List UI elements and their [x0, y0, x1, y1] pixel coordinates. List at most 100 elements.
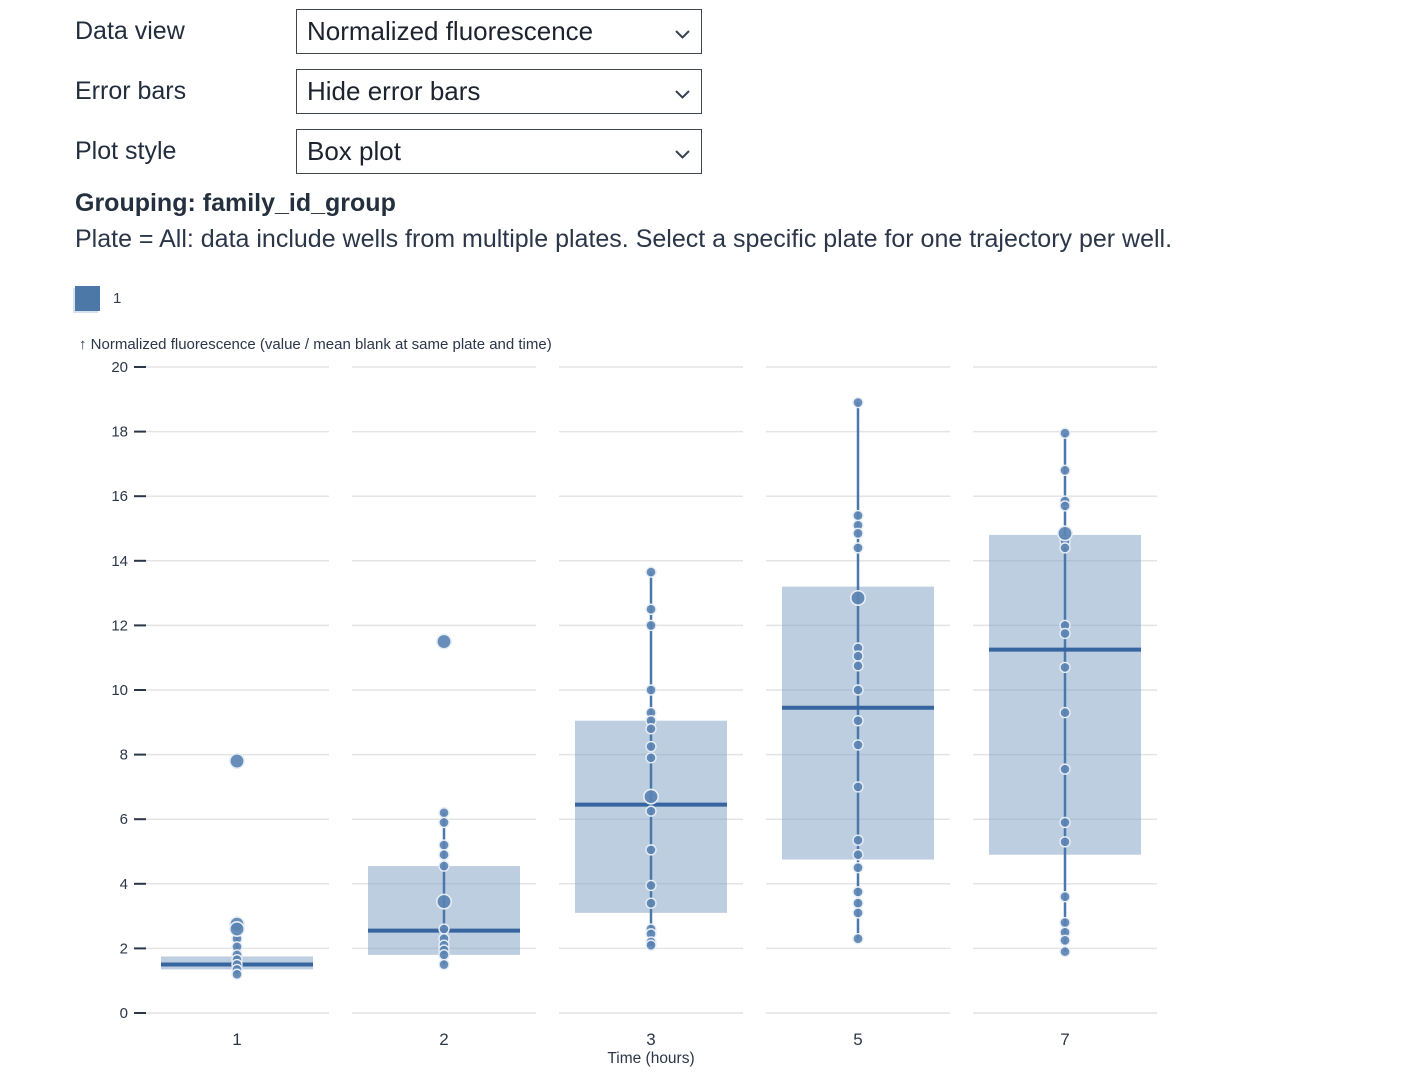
x-tick-label: 3 [646, 1030, 655, 1049]
data-point [645, 740, 657, 753]
chevron-down-icon [674, 27, 691, 45]
data-point [852, 509, 864, 522]
error-bars-label: Error bars [75, 77, 187, 105]
y-tick-label: 10 [111, 682, 128, 699]
data-point [852, 834, 864, 846]
y-axis-title: ↑ Normalized fluorescence (value / mean … [79, 336, 552, 353]
data-point-large [849, 589, 866, 606]
data-point [1059, 836, 1071, 848]
control-row-error-bars: Error bars Hide error bars [75, 69, 1408, 114]
y-tick-label: 0 [120, 1005, 128, 1022]
y-tick-label: 14 [111, 553, 128, 570]
plate-note: Plate = All: data include wells from mul… [75, 225, 1173, 253]
data-point-large [435, 633, 452, 650]
data-point [852, 714, 864, 727]
data-view-select[interactable]: Normalized fluorescence [296, 9, 702, 54]
data-point-large [435, 893, 452, 910]
data-point [1059, 891, 1071, 903]
x-tick-label: 1 [232, 1030, 241, 1049]
data-point-large [229, 921, 246, 938]
chevron-down-icon [674, 147, 691, 165]
data-point [1059, 916, 1071, 929]
x-tick-label: 7 [1060, 1030, 1069, 1049]
data-point [1059, 427, 1071, 439]
data-view-label: Data view [75, 17, 185, 45]
data-point [645, 879, 657, 892]
data-point [645, 897, 657, 909]
data-point [852, 907, 864, 919]
data-point [438, 849, 450, 861]
data-point [438, 816, 450, 829]
data-point [645, 619, 657, 632]
data-point [645, 566, 657, 578]
y-tick-label: 4 [120, 876, 128, 893]
data-point [645, 723, 657, 735]
y-tick-label: 2 [120, 940, 128, 957]
data-point [438, 807, 450, 819]
data-point [852, 886, 864, 898]
data-point [438, 839, 450, 851]
data-point [645, 939, 657, 951]
data-point [852, 849, 864, 861]
data-point [852, 781, 864, 793]
data-point [645, 844, 657, 856]
data-point [852, 650, 864, 662]
data-point [645, 684, 657, 696]
data-point-large [642, 788, 659, 805]
error-bars-selected-value: Hide error bars [307, 76, 481, 106]
data-point [1059, 816, 1071, 829]
data-point [438, 949, 450, 961]
data-point [438, 958, 450, 971]
y-tick-label: 20 [111, 359, 128, 376]
x-tick-label: 5 [853, 1030, 862, 1049]
legend-swatch [75, 285, 100, 311]
data-point [1059, 661, 1071, 674]
y-tick-label: 12 [111, 617, 128, 634]
data-point [852, 684, 864, 696]
data-point [852, 542, 864, 554]
data-point [852, 861, 864, 874]
y-tick-label: 6 [120, 811, 128, 828]
data-point [1059, 464, 1071, 477]
data-point [1059, 945, 1071, 958]
data-point [645, 752, 657, 764]
data-point [645, 603, 657, 615]
data-point [1059, 706, 1071, 719]
grouping-heading: Grouping: family_id_group [75, 189, 396, 217]
data-point [852, 739, 864, 751]
y-tick-label: 16 [111, 488, 128, 505]
y-tick-label: 8 [120, 747, 128, 764]
x-axis-title: Time (hours) [607, 1050, 694, 1067]
data-view-selected-value: Normalized fluorescence [307, 16, 594, 46]
x-tick-label: 2 [439, 1030, 448, 1049]
data-point [1059, 542, 1071, 554]
data-point-large [229, 753, 246, 770]
data-point [645, 805, 657, 817]
data-point [438, 923, 450, 935]
control-row-data-view: Data view Normalized fluorescence [75, 9, 1408, 54]
plot-style-selected-value: Box plot [307, 136, 401, 166]
error-bars-select[interactable]: Hide error bars [296, 69, 702, 114]
data-point [852, 660, 864, 672]
data-point [852, 396, 864, 409]
data-point [852, 527, 864, 540]
y-tick-label: 18 [111, 424, 128, 441]
box-plot-svg: ↑ Normalized fluorescence (value / mean … [79, 336, 1157, 1067]
plot-style-select[interactable]: Box plot [296, 129, 702, 174]
data-point [231, 968, 243, 980]
data-point-large [1056, 525, 1073, 542]
plot-controls: Data view Normalized fluorescence Error … [75, 9, 1408, 174]
legend-item-label: 1 [113, 289, 122, 307]
data-point [438, 860, 450, 872]
data-point [852, 897, 864, 909]
plot-style-label: Plot style [75, 137, 177, 165]
data-point [1059, 500, 1071, 512]
control-row-plot-style: Plot style Box plot [75, 129, 1408, 174]
box-plot-chart: ↑ Normalized fluorescence (value / mean … [70, 333, 1408, 1082]
data-point [852, 933, 864, 945]
data-point [1059, 627, 1071, 640]
chevron-down-icon [674, 87, 691, 105]
data-point [1059, 934, 1071, 947]
data-point [1059, 763, 1071, 775]
chart-legend: 1 [75, 285, 1408, 311]
